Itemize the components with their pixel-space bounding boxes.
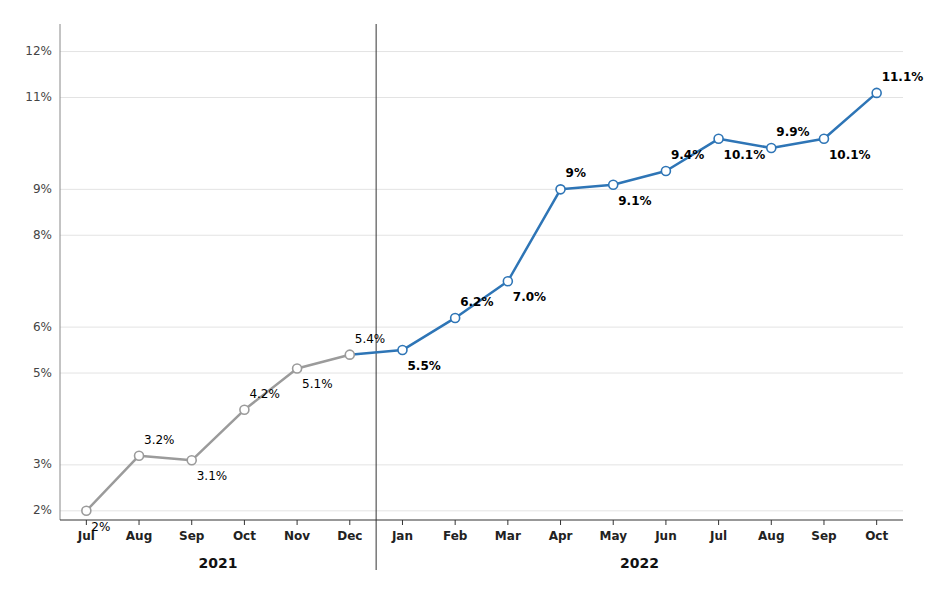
x-tick-label: May bbox=[599, 529, 627, 543]
point bbox=[767, 144, 776, 153]
x-tick bbox=[771, 520, 772, 525]
point bbox=[82, 506, 91, 515]
line-segment bbox=[86, 355, 349, 511]
data-label: 9% bbox=[566, 166, 586, 180]
chart: 2% 3% 5% 6% 8% 9% 11% 12% Jul Aug Sep Oct Nov Dec Jan F… bbox=[0, 0, 927, 598]
y-tick-label: 2% bbox=[33, 503, 52, 517]
x-tick-label: Oct bbox=[865, 529, 888, 543]
x-tick bbox=[613, 520, 614, 525]
y-tick-label: 11% bbox=[25, 90, 52, 104]
point bbox=[398, 346, 407, 355]
x-tick-label: Feb bbox=[443, 529, 468, 543]
grid-line bbox=[60, 97, 903, 98]
data-label: 4.2% bbox=[249, 387, 280, 401]
data-label: 3.2% bbox=[144, 433, 175, 447]
point bbox=[451, 313, 460, 322]
y-tick-label: 5% bbox=[33, 366, 52, 380]
group-label: 2021 bbox=[199, 555, 238, 571]
x-tick-label: Nov bbox=[284, 529, 310, 543]
x-tick bbox=[455, 520, 456, 525]
data-label: 5.4% bbox=[355, 332, 386, 346]
grid bbox=[60, 52, 903, 511]
grid-line bbox=[60, 51, 903, 52]
x-tick bbox=[244, 520, 245, 525]
grid-line bbox=[60, 327, 903, 328]
point bbox=[345, 350, 354, 359]
x-axis-line bbox=[60, 520, 903, 521]
x-tick-label: Jun bbox=[654, 529, 677, 543]
point bbox=[556, 185, 565, 194]
x-tick-label: Sep bbox=[179, 529, 205, 543]
x-tick bbox=[297, 520, 298, 525]
x-tick bbox=[191, 520, 192, 525]
data-label: 10.1% bbox=[829, 148, 871, 162]
data-label: 9.1% bbox=[618, 194, 651, 208]
group-divider bbox=[376, 24, 377, 570]
grid-line bbox=[60, 464, 903, 465]
y-tick-label: 3% bbox=[33, 457, 52, 471]
point bbox=[293, 364, 302, 373]
x-tick-label: Dec bbox=[337, 529, 362, 543]
point bbox=[609, 180, 618, 189]
point bbox=[872, 88, 881, 97]
x-tick bbox=[507, 520, 508, 525]
x-tick bbox=[402, 520, 403, 525]
x-tick bbox=[823, 520, 824, 525]
group-label: 2022 bbox=[620, 555, 659, 571]
x-tick bbox=[876, 520, 877, 525]
point bbox=[503, 277, 512, 286]
data-label: 6.2% bbox=[460, 295, 493, 309]
x-tick-label: Aug bbox=[758, 529, 784, 543]
point bbox=[240, 405, 249, 414]
x-tick-label: Apr bbox=[549, 529, 573, 543]
grid-line bbox=[60, 510, 903, 511]
data-label: 2% bbox=[91, 520, 110, 534]
x-tick-label: Mar bbox=[495, 529, 521, 543]
x-tick-label: Jul bbox=[709, 529, 727, 543]
x-tick-label: Oct bbox=[233, 529, 256, 543]
line-segment bbox=[350, 93, 877, 355]
x-tick bbox=[718, 520, 719, 525]
y-tick-label: 12% bbox=[25, 44, 52, 58]
x-tick bbox=[86, 520, 87, 525]
data-label: 5.1% bbox=[302, 377, 333, 391]
y-tick-label: 6% bbox=[33, 320, 52, 334]
x-tick bbox=[349, 520, 350, 525]
x-tick bbox=[139, 520, 140, 525]
grid-line bbox=[60, 235, 903, 236]
point bbox=[714, 134, 723, 143]
y-tick-label: 9% bbox=[33, 182, 52, 196]
x-tick bbox=[665, 520, 666, 525]
x-tick-label: Aug bbox=[126, 529, 152, 543]
y-tick-label: 8% bbox=[33, 228, 52, 242]
grid-line bbox=[60, 373, 903, 374]
data-label: 10.1% bbox=[724, 148, 766, 162]
data-label: 11.1% bbox=[882, 70, 924, 84]
plot-area bbox=[82, 88, 881, 515]
point bbox=[819, 134, 828, 143]
point bbox=[135, 451, 144, 460]
data-label: 9.9% bbox=[776, 125, 809, 139]
data-label: 5.5% bbox=[407, 359, 440, 373]
x-tick-label: Jan bbox=[391, 529, 413, 543]
x-tick-label: Sep bbox=[811, 529, 837, 543]
y-axis-line bbox=[60, 24, 61, 520]
data-label: 3.1% bbox=[197, 469, 228, 483]
data-label: 7.0% bbox=[513, 290, 546, 304]
data-label: 9.4% bbox=[671, 148, 704, 162]
x-tick bbox=[560, 520, 561, 525]
grid-line bbox=[60, 189, 903, 190]
point bbox=[661, 166, 670, 175]
point bbox=[187, 456, 196, 465]
